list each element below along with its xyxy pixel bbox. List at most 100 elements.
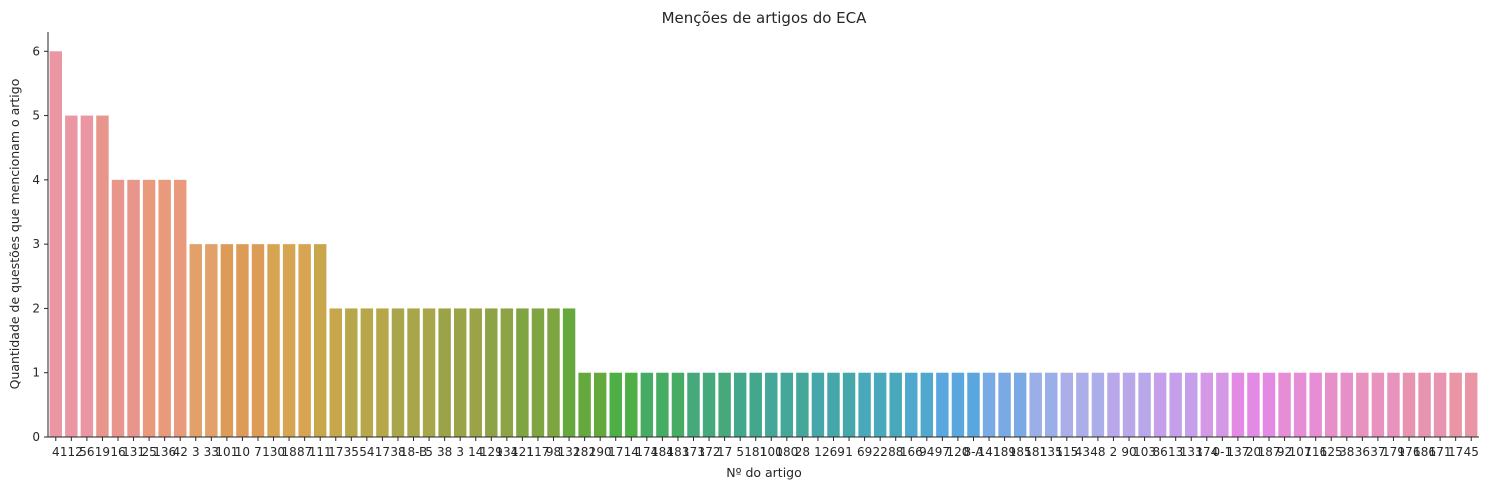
x-tick-label: 136 [153, 445, 176, 459]
bar [345, 308, 358, 437]
bar [936, 372, 949, 437]
x-tick-label: 174 [1195, 445, 1218, 459]
bar [516, 308, 529, 437]
bar [282, 244, 296, 437]
bar [1153, 372, 1167, 437]
x-tick-label: 176 [1398, 445, 1421, 459]
x-tick-label: 129 [480, 445, 503, 459]
x-tick-label: 48 [1090, 445, 1105, 459]
bar [578, 372, 591, 437]
bar [656, 372, 669, 437]
bar [1231, 372, 1245, 437]
bar [765, 372, 778, 437]
x-tick-label: 3 [456, 445, 464, 459]
x-tick-label: 25 [141, 445, 156, 459]
bar [718, 372, 731, 437]
bar [49, 51, 62, 437]
y-tick-label: 4 [32, 173, 40, 187]
x-tick-label: 100 [760, 445, 783, 459]
bar [80, 115, 94, 437]
bar [1356, 372, 1369, 437]
x-tick-label: 38 [1339, 445, 1354, 459]
bar [1029, 372, 1042, 437]
bar [547, 308, 560, 437]
x-tick-label: 8-A [964, 445, 985, 459]
bar [1169, 372, 1182, 437]
y-tick-label: 0 [32, 430, 40, 444]
bar [1200, 372, 1214, 437]
x-tick-label: 117 [527, 445, 550, 459]
bar [811, 372, 825, 437]
x-tick-label: 190 [589, 445, 612, 459]
bar [1340, 372, 1354, 437]
x-tick-label: 130 [262, 445, 285, 459]
bar [640, 372, 654, 437]
x-tick-label: 54 [359, 445, 374, 459]
x-tick-label: 173 [682, 445, 705, 459]
x-axis-label: Nº do artigo [726, 465, 802, 480]
x-tick-label: 125 [1320, 445, 1343, 459]
bar [1060, 372, 1074, 437]
bar [376, 308, 389, 437]
x-tick-label: 171 [1429, 445, 1452, 459]
x-tick-label: 87 [297, 445, 312, 459]
x-tick-label: 181 [744, 445, 767, 459]
x-tick-label: 101 [215, 445, 238, 459]
bar [220, 244, 234, 437]
x-tick-label: 5 [736, 445, 744, 459]
x-tick-label: 56 [79, 445, 94, 459]
bar [329, 308, 342, 437]
bar [920, 372, 934, 437]
bar [407, 308, 420, 437]
bar [531, 308, 545, 437]
x-tick-label: 183 [666, 445, 689, 459]
x-tick-label: 121 [511, 445, 534, 459]
bar [1418, 372, 1431, 437]
bar [251, 244, 265, 437]
x-tick-label: 166 [900, 445, 923, 459]
bar [142, 179, 156, 438]
x-tick-label: 0-1 [1213, 445, 1233, 459]
bar [749, 372, 762, 437]
x-tick-label: 36 [1355, 445, 1370, 459]
x-tick-label: 132 [558, 445, 581, 459]
bar [313, 244, 327, 437]
y-tick-label: 5 [32, 109, 40, 123]
bar [609, 372, 622, 437]
bar [1107, 372, 1120, 437]
x-tick-label: 181 [1024, 445, 1047, 459]
x-tick-label: 10 [235, 445, 250, 459]
bar [593, 372, 607, 437]
x-tick-label: 172 [698, 445, 721, 459]
x-tick-label: 98 [546, 445, 561, 459]
bar [671, 372, 685, 437]
x-tick-label: 131 [122, 445, 145, 459]
x-tick-label: 43 [1075, 445, 1090, 459]
bar [967, 372, 980, 437]
bar [189, 244, 202, 437]
bar [873, 372, 887, 437]
x-tick-label: 185 [1009, 445, 1032, 459]
x-tick-label: 90 [1121, 445, 1136, 459]
bar [391, 308, 405, 437]
bar [1325, 372, 1338, 437]
bar [1076, 372, 1089, 437]
x-tick-label: 1 [845, 445, 853, 459]
x-tick-label: 180 [775, 445, 798, 459]
bar [298, 244, 311, 437]
x-tick-label: 141 [978, 445, 1001, 459]
bar [1091, 372, 1105, 437]
bar [438, 308, 451, 437]
bar [1138, 372, 1151, 437]
bar [827, 372, 840, 437]
x-tick-label: 28 [795, 445, 810, 459]
bar [1278, 372, 1291, 437]
x-tick-label: 88 [888, 445, 903, 459]
x-tick-label: 134 [495, 445, 518, 459]
bar [562, 308, 576, 437]
x-tick-label: 103 [1133, 445, 1156, 459]
x-tick-label: 3 [192, 445, 200, 459]
bar [173, 179, 187, 438]
